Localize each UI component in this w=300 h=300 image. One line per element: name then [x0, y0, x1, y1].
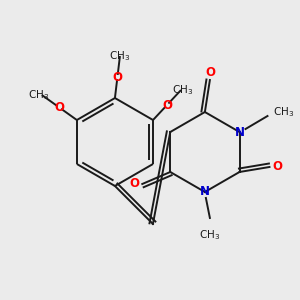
Text: CH$_3$: CH$_3$ [28, 88, 50, 102]
Text: O: O [162, 98, 172, 112]
Text: O: O [205, 65, 215, 79]
Text: O: O [272, 160, 283, 173]
Text: CH$_3$: CH$_3$ [172, 83, 194, 97]
Text: CH$_3$: CH$_3$ [274, 105, 295, 119]
Text: N: N [235, 125, 244, 139]
Text: O: O [54, 101, 64, 114]
Text: CH$_3$: CH$_3$ [199, 228, 220, 242]
Text: O: O [112, 70, 122, 83]
Text: N: N [200, 185, 210, 199]
Text: O: O [129, 178, 139, 190]
Text: CH$_3$: CH$_3$ [109, 49, 130, 63]
